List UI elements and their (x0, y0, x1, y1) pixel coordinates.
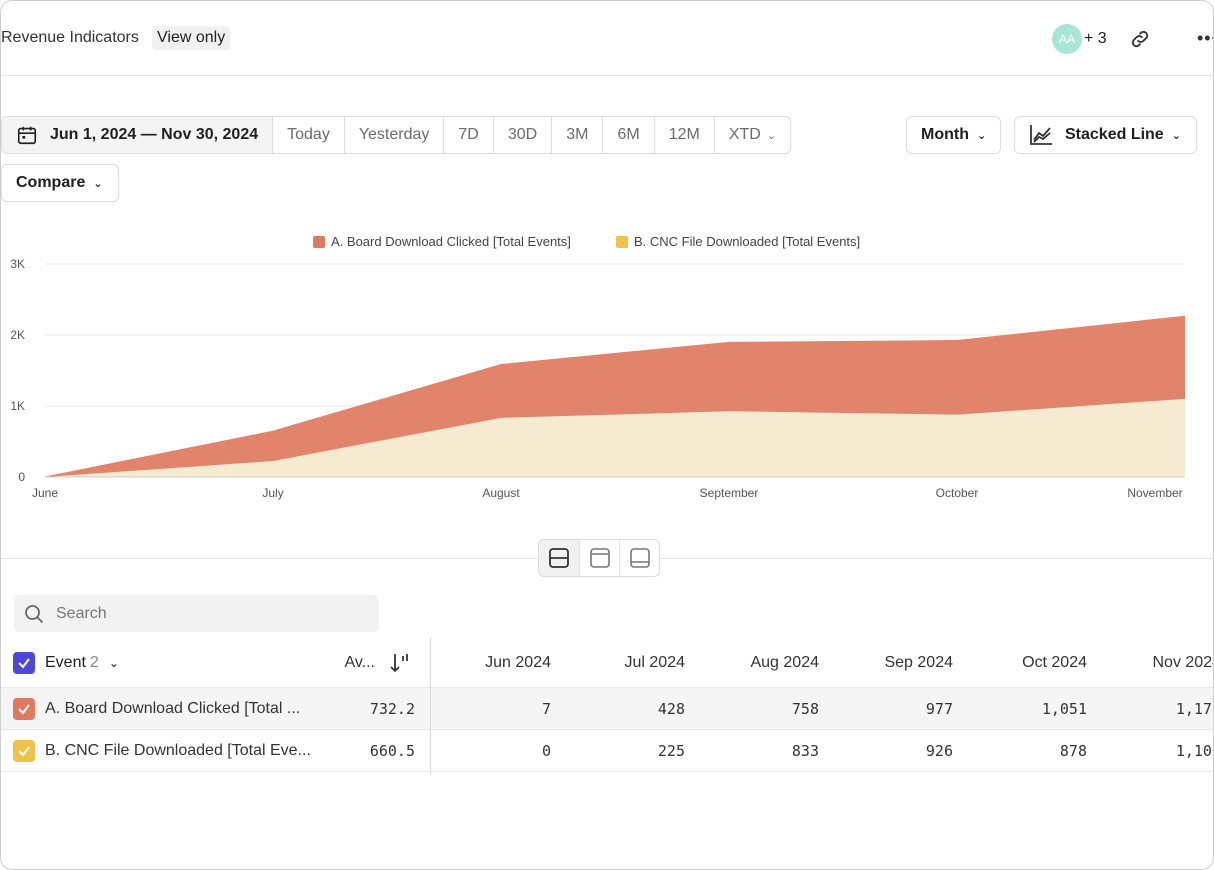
month-column-header[interactable]: Aug 2024 (750, 653, 819, 671)
month-value: 428 (657, 699, 685, 718)
chevron-down-icon: ⌄ (766, 129, 777, 142)
table-header-row: Event 2 ⌄ Av... Jun 2024 Jul 2024 Aug 2024… (1, 638, 1214, 688)
sort-icon[interactable] (389, 638, 415, 687)
chart-type-label: Stacked Line (1065, 126, 1164, 143)
data-table: Event 2 ⌄ Av... Jun 2024 Jul 2024 Aug 2024… (1, 638, 1214, 772)
split-view-button[interactable] (539, 540, 579, 576)
x-tick-label: July (262, 486, 283, 500)
chevron-down-icon: ⌄ (1171, 129, 1181, 142)
month-value: 833 (791, 741, 819, 760)
select-all-checkbox[interactable] (13, 651, 35, 674)
month-column-header[interactable]: Oct 2024 (1022, 653, 1087, 671)
month-value: 1,051 (1041, 699, 1087, 718)
event-name: A. Board Download Clicked [Total ... (45, 699, 301, 717)
average-column-header[interactable]: Av... (344, 653, 375, 671)
report-header: Revenue Indicators View only AA + 3 ••• (1, 1, 1213, 76)
preset-yesterday[interactable]: Yesterday (343, 117, 444, 153)
month-value: 1,101 (1175, 741, 1213, 760)
table-row[interactable]: A. Board Download Clicked [Total ... 732.… (1, 688, 1213, 730)
month-column-header[interactable]: Jul 2024 (624, 653, 686, 671)
y-tick-label: 1K (10, 399, 25, 413)
calendar-icon (17, 126, 37, 145)
x-tick-label: November (1127, 486, 1182, 500)
preset-3m[interactable]: 3M (551, 117, 602, 153)
month-value: 1,171 (1175, 699, 1213, 718)
chart-type-dropdown[interactable]: Stacked Line ⌄ (1014, 116, 1197, 154)
x-tick-label: June (32, 486, 58, 500)
extra-members-count[interactable]: + 3 (1084, 30, 1107, 47)
line-chart-icon (1030, 125, 1052, 145)
row-checkbox[interactable] (13, 739, 35, 762)
stacked-area-chart: 0 1K 2K 3K June July August September October Nov… (10, 234, 1185, 500)
month-value: 225 (657, 741, 685, 760)
event-count: 2 (89, 653, 99, 671)
layout-switcher (538, 539, 660, 577)
average-value: 732.2 (369, 699, 415, 718)
date-range-label: Jun 1, 2024 — Nov 30, 2024 (50, 126, 259, 143)
search-box (14, 595, 379, 632)
granularity-label: Month (921, 126, 969, 143)
chart-only-view-button[interactable] (579, 540, 619, 576)
month-value: 926 (925, 741, 953, 760)
month-value: 0 (541, 741, 551, 760)
x-tick-label: September (700, 486, 759, 500)
month-value: 878 (1059, 741, 1087, 760)
row-checkbox[interactable] (13, 697, 35, 720)
preset-6m[interactable]: 6M (602, 117, 653, 153)
compare-label: Compare (16, 174, 86, 191)
chevron-down-icon: ⌄ (108, 655, 119, 670)
x-tick-label: August (482, 486, 520, 500)
table-row[interactable]: B. CNC File Downloaded [Total Eve... 660.… (1, 730, 1213, 772)
x-tick-label: October (936, 486, 979, 500)
bottom-layout-icon (629, 548, 650, 568)
compare-dropdown[interactable]: Compare ⌄ (1, 164, 119, 202)
search-icon (25, 604, 44, 623)
y-tick-label: 2K (10, 328, 25, 342)
preset-xtd[interactable]: XTD ⌄ (713, 117, 790, 153)
split-layout-icon (549, 548, 569, 568)
y-tick-label: 3K (10, 257, 25, 271)
more-options-icon[interactable]: ••• (1197, 28, 1213, 48)
month-column-header[interactable]: Jun 2024 (485, 653, 551, 671)
granularity-dropdown[interactable]: Month ⌄ (906, 116, 1002, 154)
average-value: 660.5 (369, 741, 415, 760)
view-only-badge: View only (152, 26, 231, 50)
preset-today[interactable]: Today (272, 117, 344, 153)
date-range-button[interactable]: Jun 1, 2024 — Nov 30, 2024 (2, 117, 273, 153)
top-layout-icon (589, 548, 610, 568)
series-b-area[interactable] (45, 398, 1185, 477)
date-range-selector: Jun 1, 2024 — Nov 30, 2024 Today Yesterd… (1, 116, 792, 154)
chevron-down-icon: ⌄ (976, 129, 987, 142)
legend-swatch-a (313, 236, 325, 248)
preset-30d[interactable]: 30D (492, 117, 551, 153)
frozen-column-separator (430, 638, 431, 774)
table-only-view-button[interactable] (619, 540, 659, 576)
search-input[interactable] (56, 604, 356, 623)
month-value: 7 (541, 699, 551, 718)
preset-12m[interactable]: 12M (653, 117, 714, 153)
avatar[interactable]: AA (1052, 24, 1082, 54)
y-tick-label: 0 (18, 470, 25, 484)
legend-swatch-b (616, 236, 628, 248)
month-value: 977 (925, 699, 953, 718)
month-column-header[interactable]: Sep 2024 (884, 653, 953, 671)
preset-7d[interactable]: 7D (443, 117, 492, 153)
report-title: Revenue Indicators (1, 29, 139, 46)
event-name: B. CNC File Downloaded [Total Eve... (45, 741, 311, 759)
legend-label-a[interactable]: A. Board Download Clicked [Total Events] (331, 234, 571, 249)
legend-label-b[interactable]: B. CNC File Downloaded [Total Events] (634, 234, 860, 249)
month-column-header[interactable]: Nov 2024 (1152, 653, 1214, 671)
month-value: 758 (791, 699, 819, 718)
link-icon[interactable] (1129, 28, 1151, 50)
event-header-label: Event (45, 653, 86, 671)
avatar-initials: AA (1058, 32, 1075, 46)
chevron-down-icon: ⌄ (93, 177, 103, 190)
event-name-cell: A. Board Download Clicked [Total ... (13, 688, 323, 729)
event-column-header[interactable]: Event 2 ⌄ (13, 638, 333, 687)
preset-xtd-label: XTD (728, 126, 761, 143)
series-a-area[interactable] (45, 315, 1185, 477)
event-name-cell: B. CNC File Downloaded [Total Eve... (13, 730, 323, 771)
